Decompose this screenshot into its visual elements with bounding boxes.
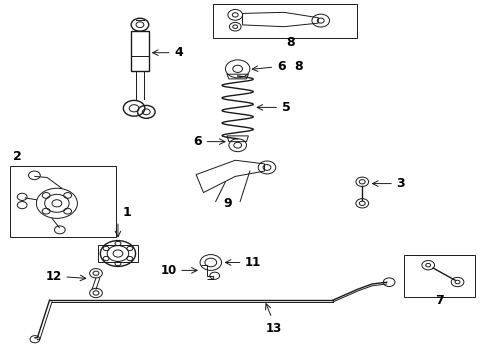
Text: 9: 9 <box>223 197 232 210</box>
Bar <box>10 166 116 237</box>
Bar <box>404 255 475 297</box>
Text: 6: 6 <box>277 60 285 73</box>
Text: 11: 11 <box>245 256 261 269</box>
Text: 3: 3 <box>396 177 405 190</box>
Text: 10: 10 <box>160 264 176 277</box>
Text: 6: 6 <box>194 135 202 148</box>
Text: 5: 5 <box>282 101 291 114</box>
Text: 7: 7 <box>435 294 443 307</box>
Text: 13: 13 <box>265 321 281 335</box>
Bar <box>98 244 138 262</box>
Text: 8: 8 <box>286 36 294 49</box>
Bar <box>131 31 149 71</box>
Text: 4: 4 <box>174 46 183 59</box>
Text: 12: 12 <box>46 270 62 283</box>
Text: 1: 1 <box>123 206 132 220</box>
Bar <box>213 4 357 39</box>
Text: 2: 2 <box>13 150 22 163</box>
Text: 8: 8 <box>294 60 302 73</box>
